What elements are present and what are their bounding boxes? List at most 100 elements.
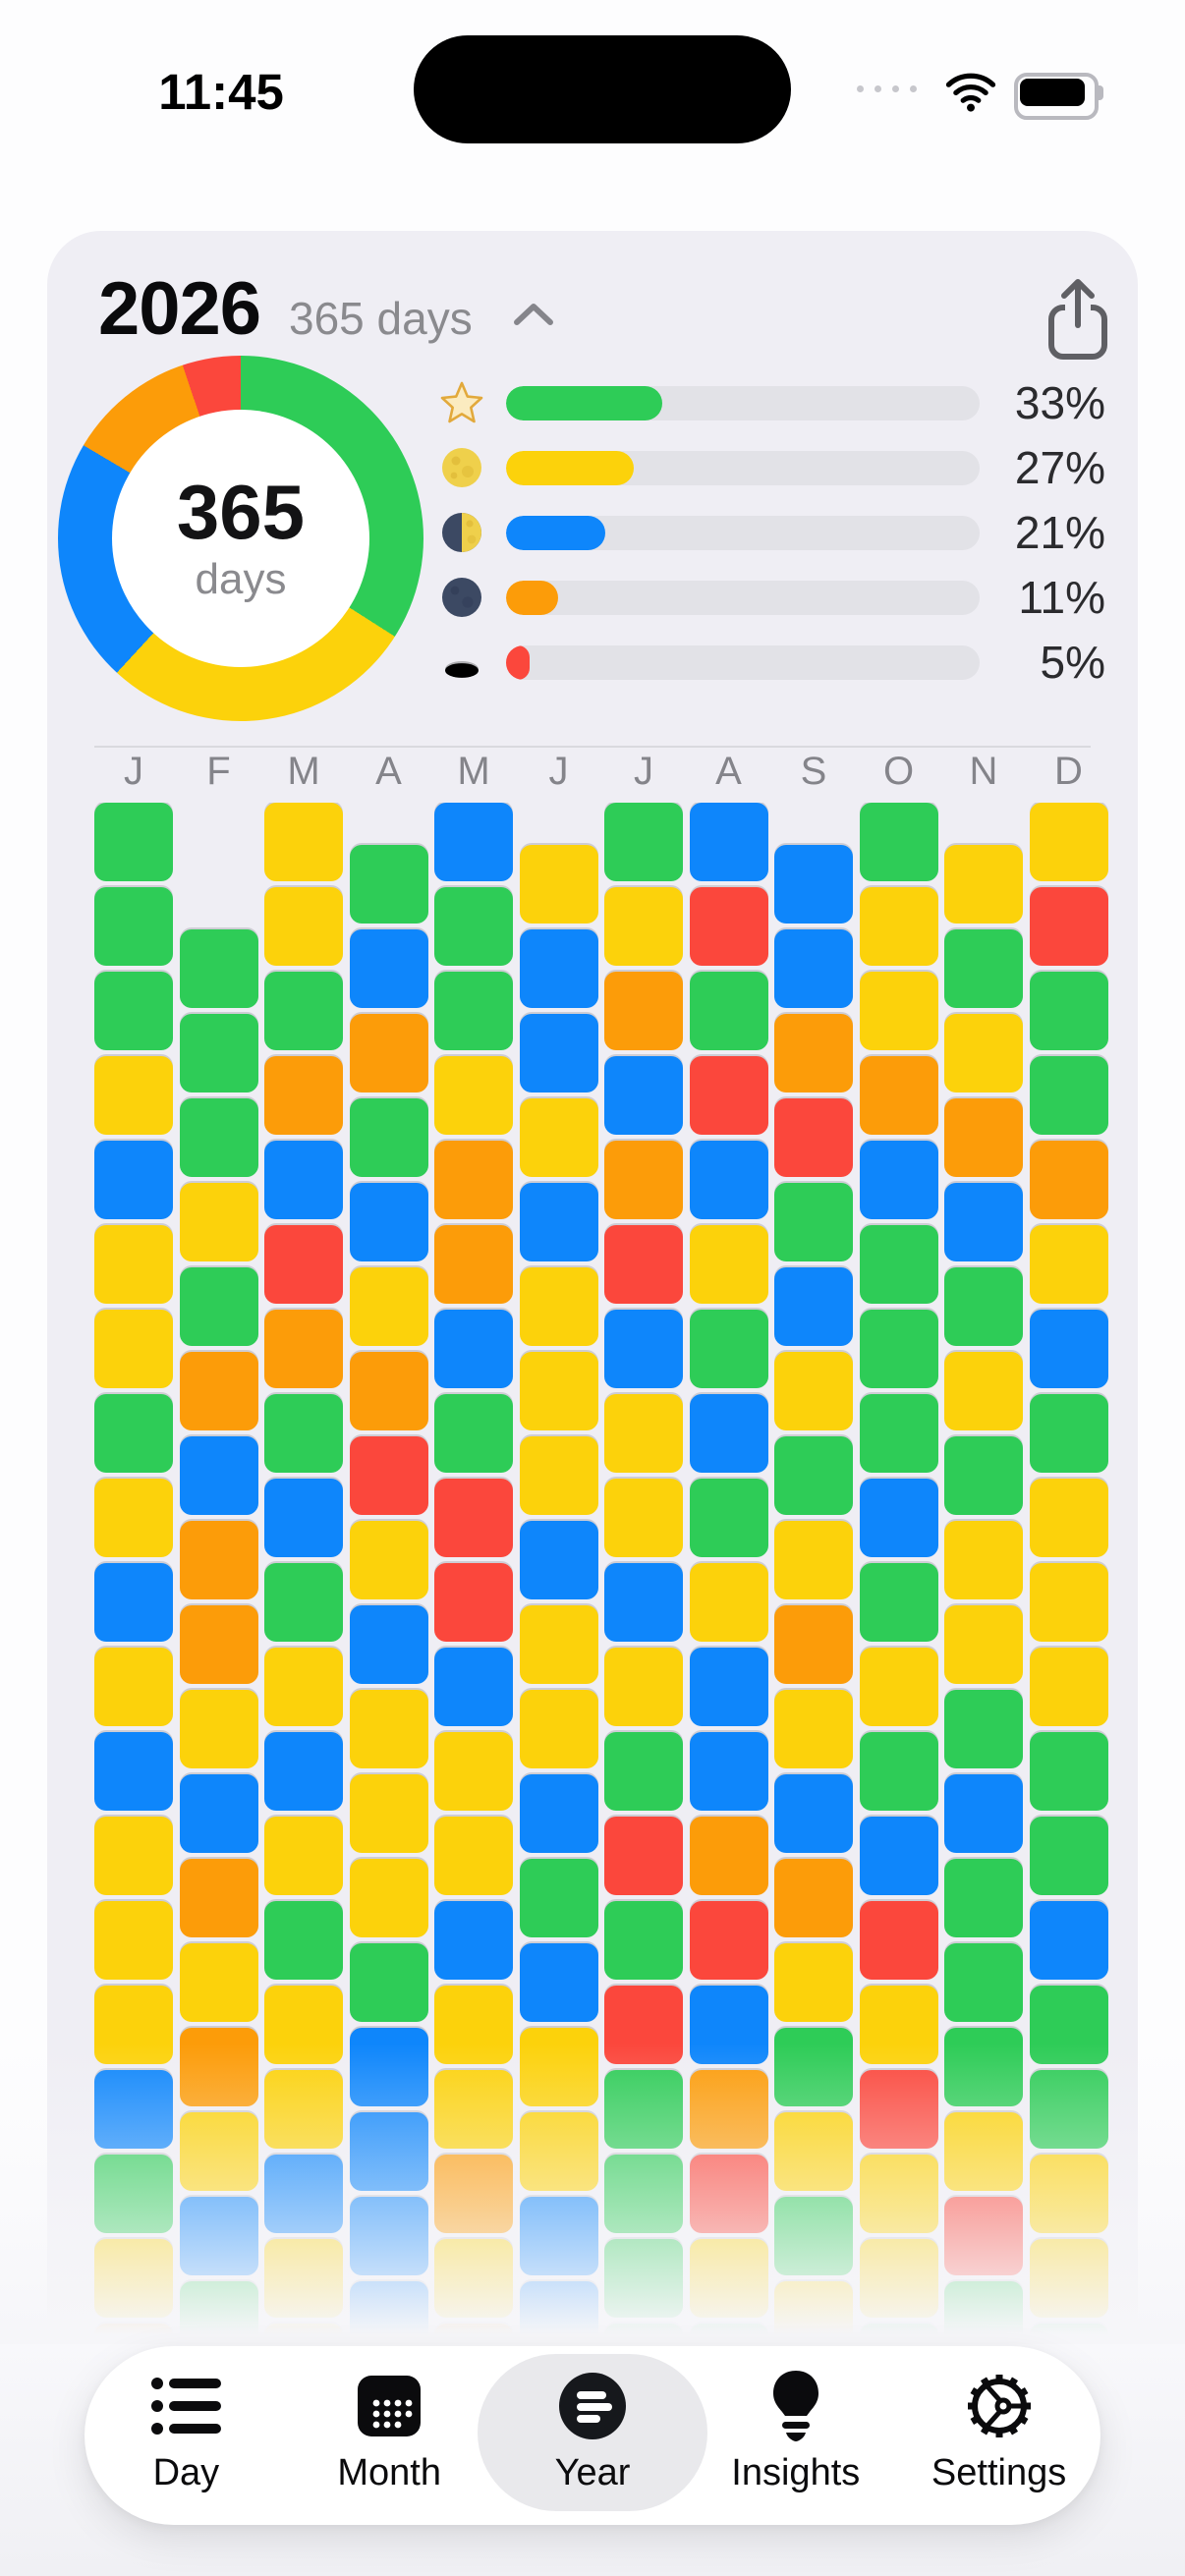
day-cell[interactable] xyxy=(774,2281,853,2344)
day-cell[interactable] xyxy=(859,1056,938,1135)
day-cell[interactable] xyxy=(434,972,513,1050)
day-cell[interactable] xyxy=(519,1943,598,2022)
day-cell[interactable] xyxy=(264,1648,343,1726)
day-cell[interactable] xyxy=(774,1859,853,1937)
day-cell[interactable] xyxy=(604,1648,683,1726)
day-cell[interactable] xyxy=(689,803,768,881)
day-cell[interactable] xyxy=(519,2281,598,2344)
day-cell[interactable] xyxy=(349,1267,428,1346)
day-cell[interactable] xyxy=(944,1267,1023,1346)
day-cell[interactable] xyxy=(604,1394,683,1473)
day-cell[interactable] xyxy=(774,1267,853,1346)
day-cell[interactable] xyxy=(434,1563,513,1642)
day-cell[interactable] xyxy=(1029,1479,1108,1557)
day-cell[interactable] xyxy=(349,1859,428,1937)
day-cell[interactable] xyxy=(434,2155,513,2233)
day-cell[interactable] xyxy=(859,1986,938,2064)
day-cell[interactable] xyxy=(944,1605,1023,1684)
day-cell[interactable] xyxy=(604,2239,683,2318)
share-icon[interactable] xyxy=(1038,274,1118,364)
day-cell[interactable] xyxy=(519,1690,598,1768)
day-cell[interactable] xyxy=(1029,1817,1108,1895)
day-cell[interactable] xyxy=(264,1394,343,1473)
day-cell[interactable] xyxy=(434,1817,513,1895)
day-cell[interactable] xyxy=(689,2324,768,2344)
day-cell[interactable] xyxy=(604,1310,683,1388)
day-cell[interactable] xyxy=(604,803,683,881)
day-cell[interactable] xyxy=(179,2281,258,2344)
day-cell[interactable] xyxy=(774,845,853,924)
day-cell[interactable] xyxy=(349,845,428,924)
day-cell[interactable] xyxy=(689,972,768,1050)
day-cell[interactable] xyxy=(519,1436,598,1515)
day-cell[interactable] xyxy=(689,1225,768,1304)
day-cell[interactable] xyxy=(94,2324,173,2344)
tab-insights[interactable]: Insights xyxy=(694,2346,897,2525)
day-cell[interactable] xyxy=(1029,1141,1108,1219)
day-cell[interactable] xyxy=(1029,1056,1108,1135)
day-cell[interactable] xyxy=(689,2239,768,2318)
day-cell[interactable] xyxy=(179,2197,258,2275)
day-cell[interactable] xyxy=(179,1352,258,1430)
day-cell[interactable] xyxy=(944,1521,1023,1599)
day-cell[interactable] xyxy=(689,1732,768,1811)
day-cell[interactable] xyxy=(94,2155,173,2233)
day-cell[interactable] xyxy=(519,1352,598,1430)
day-cell[interactable] xyxy=(859,1479,938,1557)
day-cell[interactable] xyxy=(1029,1732,1108,1811)
day-cell[interactable] xyxy=(349,1943,428,2022)
day-cell[interactable] xyxy=(774,1352,853,1430)
day-cell[interactable] xyxy=(264,2239,343,2318)
day-cell[interactable] xyxy=(264,887,343,966)
day-cell[interactable] xyxy=(264,2155,343,2233)
day-cell[interactable] xyxy=(434,803,513,881)
day-cell[interactable] xyxy=(859,2070,938,2149)
day-cell[interactable] xyxy=(1029,2155,1108,2233)
day-cell[interactable] xyxy=(1029,1310,1108,1388)
day-cell[interactable] xyxy=(604,1732,683,1811)
day-cell[interactable] xyxy=(264,2070,343,2149)
day-cell[interactable] xyxy=(859,2239,938,2318)
day-cell[interactable] xyxy=(434,1986,513,2064)
day-cell[interactable] xyxy=(94,1817,173,1895)
day-cell[interactable] xyxy=(689,2070,768,2149)
day-cell[interactable] xyxy=(604,1986,683,2064)
day-cell[interactable] xyxy=(944,2281,1023,2344)
day-cell[interactable] xyxy=(94,803,173,881)
day-cell[interactable] xyxy=(179,1943,258,2022)
day-cell[interactable] xyxy=(604,1817,683,1895)
day-cell[interactable] xyxy=(434,1225,513,1304)
day-cell[interactable] xyxy=(264,1141,343,1219)
day-cell[interactable] xyxy=(349,1605,428,1684)
day-cell[interactable] xyxy=(349,1352,428,1430)
tab-settings[interactable]: Settings xyxy=(897,2346,1100,2525)
day-cell[interactable] xyxy=(349,2028,428,2106)
day-cell[interactable] xyxy=(604,2324,683,2344)
day-cell[interactable] xyxy=(519,1267,598,1346)
day-cell[interactable] xyxy=(944,1352,1023,1430)
day-cell[interactable] xyxy=(774,929,853,1008)
day-cell[interactable] xyxy=(94,1056,173,1135)
day-cell[interactable] xyxy=(94,887,173,966)
day-cell[interactable] xyxy=(774,1774,853,1853)
day-cell[interactable] xyxy=(689,1056,768,1135)
day-cell[interactable] xyxy=(604,1563,683,1642)
day-cell[interactable] xyxy=(94,2239,173,2318)
day-cell[interactable] xyxy=(944,1183,1023,1261)
day-cell[interactable] xyxy=(264,1056,343,1135)
day-cell[interactable] xyxy=(434,1394,513,1473)
day-cell[interactable] xyxy=(349,2281,428,2344)
day-cell[interactable] xyxy=(264,803,343,881)
day-cell[interactable] xyxy=(179,1014,258,1092)
day-cell[interactable] xyxy=(944,1943,1023,2022)
day-cell[interactable] xyxy=(264,1901,343,1980)
day-cell[interactable] xyxy=(944,2112,1023,2191)
day-cell[interactable] xyxy=(944,845,1023,924)
day-cell[interactable] xyxy=(1029,972,1108,1050)
day-cell[interactable] xyxy=(349,1014,428,1092)
day-cell[interactable] xyxy=(94,2070,173,2149)
day-cell[interactable] xyxy=(94,1394,173,1473)
day-cell[interactable] xyxy=(944,1774,1023,1853)
day-cell[interactable] xyxy=(859,803,938,881)
day-cell[interactable] xyxy=(859,887,938,966)
